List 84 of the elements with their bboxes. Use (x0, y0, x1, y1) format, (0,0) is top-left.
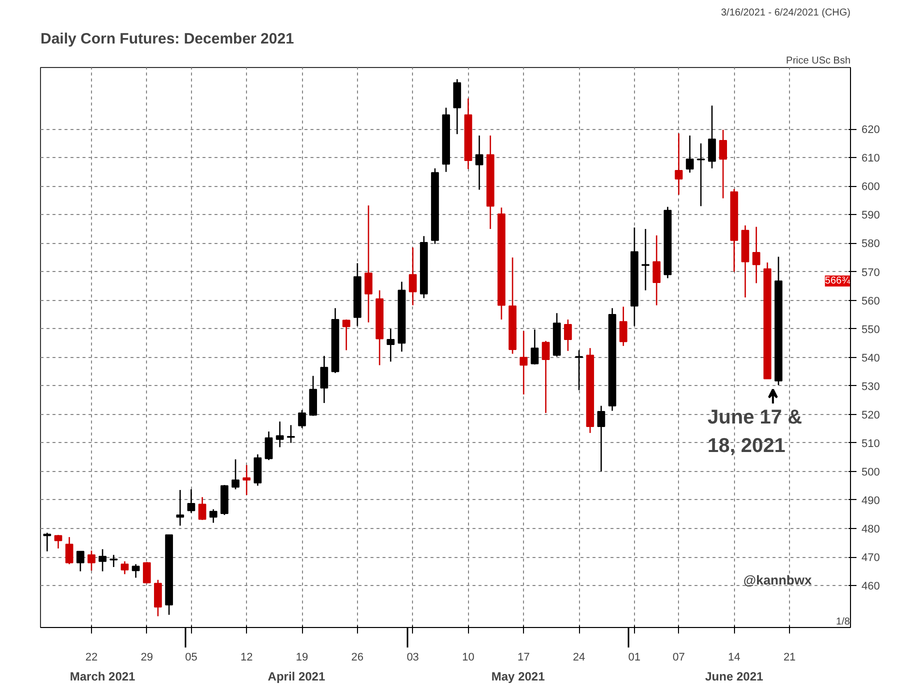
x-tick-label: 12 (240, 652, 253, 664)
candlestick (564, 318, 572, 352)
candlestick (120, 560, 129, 575)
y-tick-label: 490 (862, 494, 880, 507)
candlestick (187, 488, 196, 514)
annotation: June 17 & 18, 2021 (708, 406, 802, 457)
y-tick-label: 530 (862, 380, 880, 393)
annotation: @kannbwx (743, 572, 812, 588)
candlestick (43, 532, 52, 552)
candlestick (154, 579, 162, 617)
candlestick (132, 564, 140, 578)
y-tick-label: 480 (862, 524, 880, 536)
y-axis-title: Price USc Bsh (786, 56, 851, 66)
candlestick (386, 328, 395, 362)
candlestick (176, 489, 184, 526)
candlestick (575, 350, 583, 391)
candlestick (708, 104, 716, 169)
candlestick (364, 204, 372, 324)
candlestick (110, 554, 118, 568)
candlestick (652, 234, 661, 306)
x-tick-label: 01 (628, 652, 641, 664)
y-tick-label: 470 (862, 552, 880, 564)
chart-title: Daily Corn Futures: December 2021 (40, 30, 294, 48)
y-tick-label: 500 (862, 466, 880, 478)
text: May 2021 (491, 670, 546, 684)
x-tick-label: 10 (462, 652, 474, 664)
candlestick (542, 340, 550, 414)
x-tick-label: 21 (783, 652, 796, 664)
candlestick (286, 424, 295, 444)
candlestick (696, 142, 705, 207)
x-tick-label: 14 (728, 652, 740, 664)
text: April 2021 (268, 670, 326, 684)
candlestick (686, 134, 694, 174)
candlestick (642, 228, 650, 291)
candlestick (320, 355, 328, 404)
x-tick-label: 17 (518, 652, 530, 664)
candlestick (530, 328, 539, 366)
candlestick (342, 318, 350, 351)
candlestick (198, 496, 206, 521)
x-tick-label: 07 (672, 652, 685, 664)
y-tick-label: 610 (862, 152, 880, 165)
candlestick (752, 226, 760, 284)
candlestick (264, 430, 273, 461)
candlestick (242, 464, 251, 496)
y-tick-label: 510 (862, 438, 880, 450)
x-tick-label: 22 (85, 652, 98, 664)
candlestick (619, 306, 628, 347)
x-tick-label: 05 (185, 652, 198, 664)
x-tick-label: 03 (406, 652, 419, 664)
candlestick (232, 458, 240, 490)
x-tick-label: 29 (140, 652, 154, 664)
candlestick (475, 134, 484, 190)
candlestick (88, 550, 96, 572)
y-tick-label: 560 (862, 295, 880, 308)
y-tick-label: 460 (862, 580, 880, 593)
candlestick (719, 129, 728, 199)
y-tick-label: 570 (862, 266, 880, 279)
x-tick-label: 19 (296, 652, 308, 664)
y-tick-label: 620 (862, 124, 880, 136)
candlestick (597, 405, 606, 472)
candlestick (54, 534, 62, 550)
candlestick (276, 420, 284, 448)
candlestick (674, 132, 683, 196)
chart-subtitle: 3/16/2021 - 6/24/2021 (CHG) (720, 8, 851, 18)
y-tick-label: 550 (862, 324, 880, 336)
text: March 2021 (70, 670, 136, 684)
annotation: 566¾ (824, 276, 851, 287)
candlestick (520, 330, 528, 396)
y-tick-label: 600 (862, 181, 880, 194)
text: 1/8 (836, 616, 850, 628)
x-tick-label: 26 (351, 652, 364, 664)
y-tick-label: 540 (862, 352, 880, 364)
candlestick (408, 246, 417, 306)
text: June 2021 (705, 670, 764, 684)
y-tick-label: 590 (862, 210, 880, 222)
y-tick-label: 520 (862, 409, 880, 422)
x-tick-label: 24 (572, 652, 586, 664)
candlestick (98, 548, 106, 572)
candlestick (142, 561, 151, 584)
candlestick (65, 536, 74, 565)
candlestick (76, 550, 84, 572)
y-tick-label: 580 (862, 238, 880, 250)
candlestick (298, 409, 306, 429)
candlestick (209, 508, 218, 524)
